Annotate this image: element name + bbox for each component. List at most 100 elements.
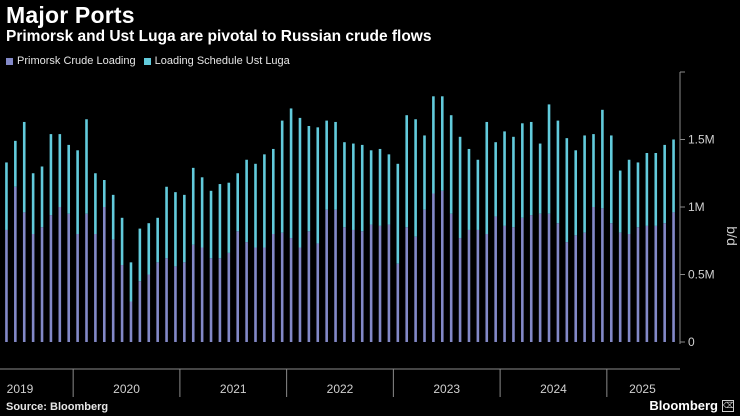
chart-title: Major Ports xyxy=(6,2,135,28)
bar-ustluga xyxy=(343,142,346,228)
bar-ustluga xyxy=(183,194,186,263)
bar-ustluga xyxy=(58,134,62,207)
bar-primorsk xyxy=(85,213,88,342)
brand-logo-text: Bloomberg xyxy=(649,398,718,413)
bar-primorsk xyxy=(209,258,213,342)
legend-swatch-ustluga xyxy=(143,57,151,65)
bar-primorsk xyxy=(307,231,311,342)
bar-ustluga xyxy=(387,154,391,225)
x-tick-label: 2024 xyxy=(540,382,567,396)
bar-primorsk xyxy=(654,225,658,342)
bar-primorsk xyxy=(609,223,613,342)
bar-ustluga xyxy=(369,150,373,225)
legend-item-ustluga: Loading Schedule Ust Luga xyxy=(143,55,290,67)
bar-ustluga xyxy=(494,142,497,217)
bar-ustluga xyxy=(467,148,471,230)
bar-primorsk xyxy=(67,213,71,342)
bar-ustluga xyxy=(405,115,409,228)
x-tick-label: 2021 xyxy=(220,382,247,396)
bar-primorsk xyxy=(316,243,320,342)
bar-primorsk xyxy=(147,274,151,342)
bar-primorsk xyxy=(592,207,595,342)
bar-primorsk xyxy=(120,265,124,342)
y-axis-label: b/d xyxy=(724,226,740,245)
bar-ustluga xyxy=(325,120,328,210)
bar-ustluga xyxy=(191,167,195,245)
bar-primorsk xyxy=(387,224,391,342)
legend-swatch-primorsk xyxy=(6,57,13,65)
chart-subtitle: Primorsk and Ust Luga are pivotal to Rus… xyxy=(6,28,432,45)
bar-ustluga xyxy=(476,159,480,230)
bar-primorsk xyxy=(449,213,453,342)
bar-primorsk xyxy=(271,234,275,342)
bar-ustluga xyxy=(227,182,231,253)
bar-primorsk xyxy=(156,262,159,342)
bar-ustluga xyxy=(14,140,17,187)
bar-primorsk xyxy=(58,207,62,342)
bar-primorsk xyxy=(76,234,79,342)
bar-primorsk xyxy=(494,216,497,342)
bar-primorsk xyxy=(369,224,373,342)
x-tick-label: 2019 xyxy=(7,382,34,396)
bar-primorsk xyxy=(5,229,8,342)
bar-primorsk xyxy=(289,238,293,342)
bar-primorsk xyxy=(94,234,97,342)
bar-primorsk xyxy=(529,215,533,342)
bar-ustluga xyxy=(94,173,97,234)
bar-ustluga xyxy=(31,173,35,234)
x-tick-label: 2025 xyxy=(629,382,656,396)
bar-ustluga xyxy=(529,121,533,216)
bar-ustluga xyxy=(236,173,240,232)
bar-primorsk xyxy=(22,212,26,342)
bar-ustluga xyxy=(547,104,551,214)
bar-ustluga xyxy=(102,180,106,207)
bar-primorsk xyxy=(245,242,248,342)
bar-ustluga xyxy=(271,148,275,234)
bar-ustluga xyxy=(165,186,168,259)
bar-primorsk xyxy=(547,213,551,342)
bar-ustluga xyxy=(440,96,444,191)
x-tick-label: 2020 xyxy=(113,382,140,396)
bar-ustluga xyxy=(583,135,586,233)
bar-ustluga xyxy=(289,108,293,239)
bar-ustluga xyxy=(618,170,622,233)
bar-ustluga xyxy=(574,150,578,236)
bar-primorsk xyxy=(672,212,675,342)
bar-primorsk xyxy=(512,227,515,342)
bar-primorsk xyxy=(636,227,640,342)
bar-primorsk xyxy=(467,229,471,342)
x-tick-label: 2023 xyxy=(433,382,460,396)
bar-primorsk xyxy=(263,247,266,342)
bar-primorsk xyxy=(138,281,142,342)
bar-primorsk xyxy=(227,252,231,342)
bar-primorsk xyxy=(601,208,604,342)
bar-primorsk xyxy=(405,227,409,342)
bar-ustluga xyxy=(22,121,26,213)
bar-ustluga xyxy=(352,143,355,230)
bar-primorsk xyxy=(183,262,186,342)
bar-primorsk xyxy=(583,232,586,342)
bar-primorsk xyxy=(396,263,400,342)
bar-primorsk xyxy=(618,232,622,342)
bar-ustluga xyxy=(76,150,79,234)
bar-primorsk xyxy=(191,244,195,342)
bar-primorsk xyxy=(165,258,168,342)
bar-primorsk xyxy=(111,239,115,342)
bar-primorsk xyxy=(200,247,204,342)
bar-ustluga xyxy=(111,194,115,240)
bar-primorsk xyxy=(352,229,355,342)
y-tick-label: 1M xyxy=(688,200,705,214)
bar-primorsk xyxy=(414,236,417,342)
bar-primorsk xyxy=(129,301,133,342)
bar-primorsk xyxy=(645,225,649,342)
bar-ustluga xyxy=(636,162,640,228)
bar-primorsk xyxy=(14,186,17,342)
bar-ustluga xyxy=(458,136,462,239)
bar-primorsk xyxy=(40,227,44,342)
bar-ustluga xyxy=(396,163,400,264)
bar-primorsk xyxy=(565,242,569,342)
bar-primorsk xyxy=(49,215,53,342)
bar-primorsk xyxy=(280,232,284,342)
bar-ustluga xyxy=(672,139,675,213)
